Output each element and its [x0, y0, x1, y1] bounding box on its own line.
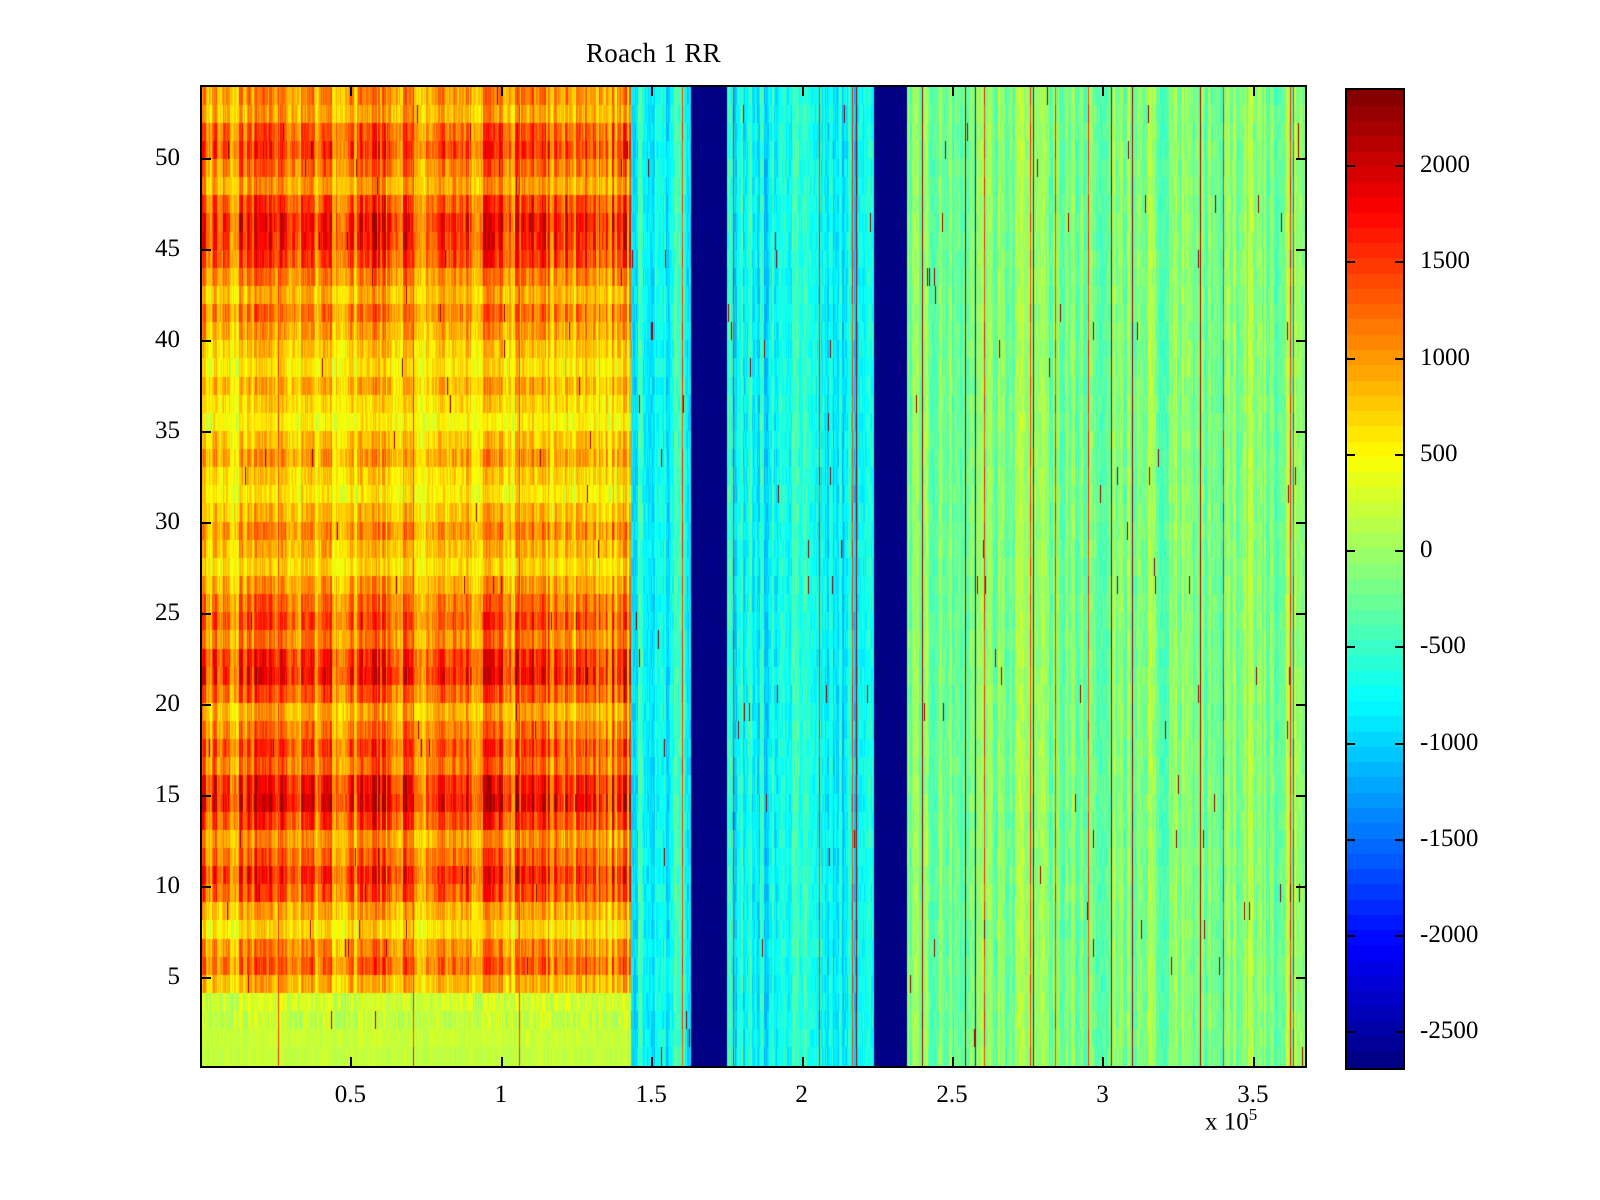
colorbar-tick-mark-left	[1345, 838, 1355, 841]
y-tick-mark	[200, 521, 211, 524]
y-tick-mark-right	[1296, 612, 1307, 615]
y-tick-mark-right	[1296, 521, 1307, 524]
y-tick-label: 10	[155, 871, 180, 899]
x-exponent-power: 5	[1248, 1105, 1258, 1124]
colorbar-tick-mark-right	[1395, 935, 1405, 938]
y-tick-mark	[200, 430, 211, 433]
x-tick-mark-top	[350, 85, 353, 96]
colorbar-tick-mark-left	[1345, 165, 1355, 168]
colorbar-tick-label: 2000	[1420, 151, 1470, 179]
colorbar-tick-mark-left	[1345, 357, 1355, 360]
y-tick-label: 30	[155, 507, 180, 535]
colorbar-tick-label: 500	[1420, 439, 1458, 467]
y-tick-mark	[200, 885, 211, 888]
y-tick-label: 15	[155, 780, 180, 808]
x-tick-label: 3.5	[1237, 1081, 1269, 1108]
colorbar-tick-label: 1000	[1420, 343, 1470, 371]
colorbar-tick-label: 1500	[1420, 247, 1470, 275]
x-tick-label: 1.5	[635, 1081, 667, 1108]
colorbar-tick-mark-right	[1395, 742, 1405, 745]
colorbar[interactable]	[1345, 88, 1405, 1070]
colorbar-tick-mark-right	[1395, 453, 1405, 456]
colorbar-tick-mark-right	[1395, 550, 1405, 553]
x-tick-mark	[1102, 1057, 1105, 1068]
y-tick-mark-right	[1296, 157, 1307, 160]
colorbar-tick-mark-left	[1345, 646, 1355, 649]
y-tick-mark	[200, 339, 211, 342]
y-tick-mark-right	[1296, 339, 1307, 342]
colorbar-tick-mark-right	[1395, 838, 1405, 841]
x-tick-mark	[952, 1057, 955, 1068]
x-exponent-mantissa: x 10	[1205, 1108, 1249, 1136]
colorbar-tick-label: -1000	[1420, 728, 1479, 756]
x-tick-mark	[1252, 1057, 1255, 1068]
y-tick-label: 25	[155, 598, 180, 626]
x-tick-mark	[651, 1057, 654, 1068]
heatmap-image	[202, 87, 1305, 1066]
y-tick-label: 50	[155, 143, 180, 171]
x-tick-label: 3	[1096, 1081, 1109, 1108]
y-tick-mark-right	[1296, 430, 1307, 433]
colorbar-tick-label: 0	[1420, 536, 1433, 564]
x-tick-mark	[350, 1057, 353, 1068]
x-tick-mark	[801, 1057, 804, 1068]
colorbar-tick-mark-left	[1345, 742, 1355, 745]
colorbar-tick-mark-left	[1345, 935, 1355, 938]
x-tick-mark-top	[500, 85, 503, 96]
x-tick-label: 2.5	[936, 1081, 968, 1108]
y-tick-mark	[200, 703, 211, 706]
x-tick-mark-top	[952, 85, 955, 96]
y-tick-label: 20	[155, 689, 180, 717]
y-tick-mark	[200, 248, 211, 251]
x-tick-mark	[500, 1057, 503, 1068]
x-tick-mark-top	[801, 85, 804, 96]
y-tick-mark-right	[1296, 703, 1307, 706]
y-tick-mark	[200, 157, 211, 160]
colorbar-tick-label: -500	[1420, 632, 1466, 660]
x-tick-mark-top	[651, 85, 654, 96]
x-tick-label: 2	[795, 1081, 808, 1108]
x-axis-exponent: x 105	[1205, 1105, 1257, 1136]
x-tick-mark-top	[1252, 85, 1255, 96]
colorbar-tick-mark-right	[1395, 646, 1405, 649]
heatmap-axes[interactable]	[200, 85, 1307, 1068]
y-tick-mark-right	[1296, 794, 1307, 797]
colorbar-tick-mark-right	[1395, 1031, 1405, 1034]
colorbar-tick-mark-right	[1395, 165, 1405, 168]
colorbar-tick-mark-left	[1345, 261, 1355, 264]
colorbar-gradient	[1347, 90, 1403, 1068]
page-title: Roach 1 RR	[586, 38, 721, 68]
y-tick-label: 5	[167, 962, 181, 990]
colorbar-tick-label: -2500	[1420, 1017, 1479, 1045]
colorbar-tick-label: -2000	[1420, 921, 1479, 949]
y-tick-label: 45	[155, 234, 180, 262]
colorbar-tick-mark-right	[1395, 357, 1405, 360]
y-tick-mark	[200, 612, 211, 615]
y-tick-mark-right	[1296, 885, 1307, 888]
y-tick-label: 40	[155, 325, 180, 353]
x-tick-label: 0.5	[334, 1081, 367, 1108]
x-tick-mark-top	[1102, 85, 1105, 96]
y-tick-mark-right	[1296, 976, 1307, 979]
y-tick-label: 35	[155, 416, 180, 444]
y-tick-mark	[200, 976, 211, 979]
x-tick-label: 1	[494, 1081, 508, 1108]
colorbar-tick-mark-left	[1345, 453, 1355, 456]
colorbar-tick-mark-left	[1345, 1031, 1355, 1034]
colorbar-tick-label: -1500	[1420, 824, 1479, 852]
y-tick-mark	[200, 794, 211, 797]
y-tick-mark-right	[1296, 248, 1307, 251]
colorbar-tick-mark-left	[1345, 550, 1355, 553]
colorbar-tick-mark-right	[1395, 261, 1405, 264]
